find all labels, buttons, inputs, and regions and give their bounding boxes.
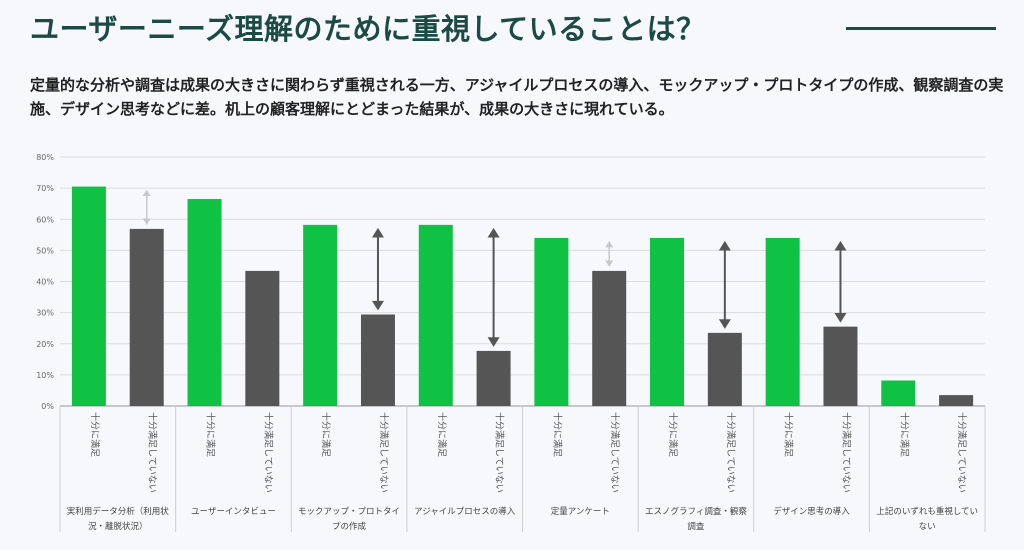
- category-label: デザイン思考の導入: [773, 506, 850, 517]
- bar-category-label: 十分に満足: [89, 412, 101, 457]
- y-tick-label: 20%: [36, 340, 54, 349]
- y-tick-label: 30%: [36, 309, 54, 318]
- y-tick-label: 60%: [36, 215, 54, 224]
- bar-chart: 0% 10% 20% 30% 40% 50% 60% 70% 80% 十分に満足 十分満足していな…: [36, 153, 986, 532]
- category-label: ユーザーインタビュー: [191, 507, 276, 517]
- gap-arrow-head-down: [371, 300, 384, 311]
- bar-category-label: 十分に満足: [320, 412, 332, 457]
- category-label: 調査: [687, 521, 705, 532]
- category-label: アジャイルプロセスの導入: [414, 506, 516, 517]
- y-tick-label: 50%: [36, 246, 54, 255]
- bar-layer: [71, 186, 974, 406]
- bar-satisfied: [765, 237, 800, 406]
- bar-category-label: 十分満足していない: [262, 412, 274, 493]
- bar-not-satisfied: [823, 326, 858, 406]
- category-label: 実利用データ分析（利用状: [67, 506, 170, 517]
- bar-category-label: 十分満足していない: [147, 412, 159, 493]
- category-label: エスノグラフィ調査・観察: [645, 506, 747, 517]
- y-tick-label: 10%: [36, 371, 54, 380]
- category-label: モックアップ・プロトタイ: [298, 507, 400, 517]
- y-tick-label: 80%: [36, 153, 54, 162]
- gap-arrow-head-down: [718, 319, 731, 329]
- bar-satisfied: [534, 237, 569, 406]
- bar-category-label: 十分に満足: [783, 412, 795, 457]
- gap-arrow-head-down: [487, 337, 500, 347]
- y-tick-label: 0%: [41, 402, 54, 411]
- bar-not-satisfied: [939, 395, 974, 406]
- bar-category-label: 十分満足していない: [840, 412, 852, 493]
- category-label: 況・離脱状況）: [88, 521, 148, 532]
- gap-arrow-head-down: [142, 218, 151, 225]
- title-rule: [846, 27, 996, 30]
- gap-arrow-head-up: [718, 240, 731, 251]
- gap-arrow-head-down: [834, 313, 847, 323]
- category-label: 定量アンケート: [551, 506, 610, 517]
- category-label: 上記のいずれも重視してい: [876, 506, 978, 517]
- bar-category-label: 十分に満足: [205, 412, 217, 457]
- bar-category-label: 十分満足していない: [956, 412, 968, 493]
- category-label: ない: [919, 522, 936, 532]
- bar-satisfied: [71, 186, 106, 406]
- gap-arrow-head-up: [834, 240, 847, 251]
- page-subtitle: 定量的な分析や調査は成果の大きさに関わらず重視される一方、アジャイルプロセスの導…: [30, 76, 1004, 118]
- bar-not-satisfied: [707, 332, 742, 406]
- bar-not-satisfied: [476, 350, 511, 406]
- bar-category-label: 十分に満足: [551, 412, 563, 457]
- bar-not-satisfied: [245, 270, 280, 406]
- y-tick-label: 70%: [36, 184, 54, 193]
- gap-arrow-head-up: [142, 189, 151, 196]
- bar-category-label: 十分に満足: [898, 412, 910, 457]
- bar-not-satisfied: [360, 314, 395, 406]
- bar-satisfied: [303, 224, 338, 406]
- arrow-layer: [142, 189, 847, 347]
- bar-category-label: 十分満足していない: [378, 412, 390, 493]
- page-title: ユーザーニーズ理解のために重視していることは？: [30, 12, 706, 46]
- bar-category-label: 十分満足していない: [494, 412, 506, 493]
- bar-not-satisfied: [592, 270, 627, 406]
- bar-category-label: 十分に満足: [667, 412, 679, 457]
- y-tick-label: 40%: [36, 278, 54, 287]
- bar-category-label: 十分満足していない: [609, 412, 621, 493]
- gap-arrow-head-up: [371, 227, 384, 238]
- gap-arrow-head-up: [605, 240, 614, 248]
- bar-satisfied: [881, 380, 916, 406]
- bar-category-label: 十分に満足: [436, 412, 448, 457]
- bar-satisfied: [418, 224, 453, 406]
- gap-arrow-head-up: [487, 227, 500, 238]
- bar-satisfied: [187, 199, 222, 406]
- category-label: プの作成: [332, 521, 367, 532]
- bar-not-satisfied: [129, 228, 164, 406]
- gap-arrow-head-down: [605, 260, 614, 267]
- bar-satisfied: [650, 237, 685, 406]
- bar-category-label: 十分満足していない: [725, 412, 737, 493]
